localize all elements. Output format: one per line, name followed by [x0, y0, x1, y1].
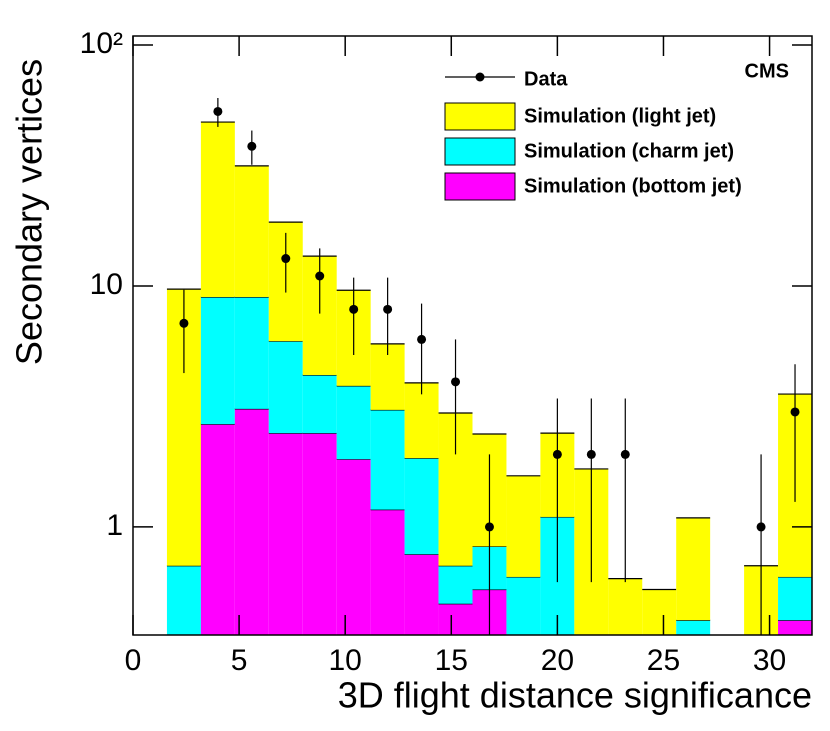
- data-point: [756, 522, 766, 532]
- bar: [642, 589, 677, 635]
- bar: [404, 458, 439, 555]
- data-point: [349, 304, 359, 314]
- data-point: [552, 449, 562, 459]
- data-point: [451, 377, 461, 387]
- data-point: [247, 141, 257, 151]
- bar: [302, 375, 337, 434]
- data-point: [179, 318, 189, 328]
- legend-swatch: [444, 102, 516, 131]
- y-tick-label: 10²: [80, 27, 123, 60]
- bar: [336, 385, 371, 460]
- bar: [166, 565, 201, 635]
- bar: [268, 341, 303, 434]
- legend-swatch: [444, 172, 516, 201]
- y-tick-label: 10: [90, 268, 123, 301]
- bar: [370, 509, 405, 635]
- legend-swatch: [444, 137, 516, 166]
- bar: [234, 165, 269, 297]
- legend-label: Data: [524, 68, 568, 90]
- plot-frame: [132, 35, 813, 636]
- x-tick-label: 15: [435, 644, 468, 677]
- bar: [404, 554, 439, 635]
- x-axis-title: 3D flight distance significance: [338, 675, 812, 716]
- bar: [778, 620, 812, 635]
- bar: [608, 578, 643, 635]
- bar: [234, 296, 269, 409]
- data-point: [417, 334, 427, 344]
- bar: [268, 433, 303, 635]
- bar: [404, 382, 439, 459]
- x-tick-label: 20: [541, 644, 574, 677]
- data-point: [281, 254, 291, 264]
- bar: [302, 433, 337, 635]
- y-axis-title: Secondary vertices: [9, 59, 50, 365]
- bar: [676, 620, 711, 635]
- legend-label: Simulation (light jet): [524, 105, 716, 127]
- x-tick-label: 10: [329, 644, 362, 677]
- bar: [370, 409, 405, 510]
- data-point: [620, 449, 630, 459]
- bar: [676, 517, 711, 621]
- bar: [506, 475, 541, 577]
- x-tick-label: 30: [753, 644, 786, 677]
- legend-marker: [475, 72, 485, 82]
- legend-label: Simulation (bottom jet): [524, 175, 742, 197]
- bar: [438, 603, 473, 635]
- bar: [200, 122, 235, 297]
- bar: [778, 576, 812, 621]
- bar: [506, 576, 541, 635]
- data-point: [383, 304, 393, 314]
- y-tick-label: 1: [106, 509, 123, 542]
- bar: [234, 408, 269, 635]
- data-point: [484, 522, 494, 532]
- data-point: [213, 106, 223, 116]
- annotation: CMS: [745, 60, 789, 82]
- bar: [200, 424, 235, 635]
- legend-label: Simulation (charm jet): [524, 140, 734, 162]
- x-tick-label: 5: [231, 644, 248, 677]
- x-tick-label: 0: [125, 644, 142, 677]
- data-point: [315, 271, 325, 281]
- data-point: [790, 407, 800, 417]
- bar: [438, 565, 473, 604]
- bar: [200, 296, 235, 425]
- data-point: [586, 449, 596, 459]
- bar: [336, 459, 371, 635]
- x-tick-label: 25: [647, 644, 680, 677]
